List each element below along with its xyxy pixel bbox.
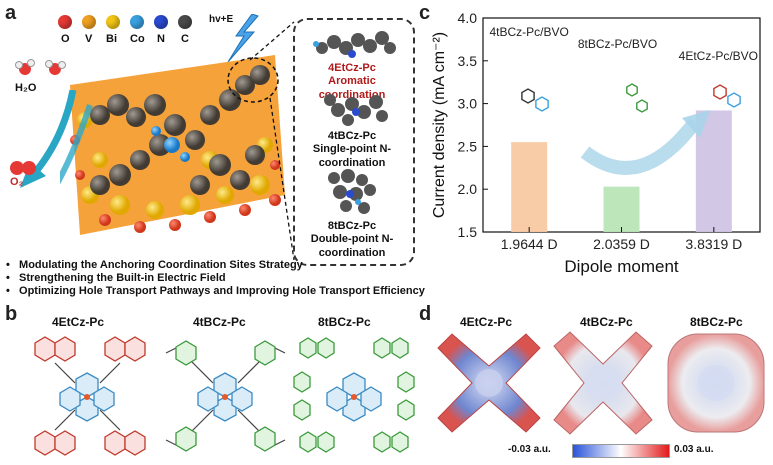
- bullet-1: • Modulating the Anchoring Coordination …: [6, 259, 303, 271]
- panel-label-b: b: [5, 303, 18, 325]
- legend-label-bi: Bi: [106, 33, 117, 45]
- molecule-4tbcz-hex: [521, 88, 535, 104]
- molecule-4etcz-hex: [727, 92, 741, 108]
- y-tick-label: 3.0: [458, 96, 478, 112]
- lightning-icon: [227, 14, 259, 62]
- o2-label: O₂: [10, 176, 24, 188]
- trend-arrow: [580, 117, 701, 175]
- y-tick-label: 1.5: [458, 224, 478, 240]
- molecule-8tbcz-3d: [328, 169, 376, 214]
- panel-b-label-4etcz: 4EtCz-Pc: [52, 315, 105, 329]
- x-tick-label: 2.0359 D: [593, 236, 650, 252]
- legend-label-v: V: [85, 33, 93, 45]
- panel-b-label-4tbcz: 4tBCz-Pc: [193, 315, 246, 329]
- x-tick-label: 1.9644 D: [501, 236, 558, 252]
- legend-label-co: Co: [130, 33, 145, 45]
- bar-1: [603, 186, 640, 232]
- bullet-text-3: Optimizing Hole Transport Pathways and I…: [19, 285, 425, 297]
- bullet-2: • Strengthening the Built-in Electric Fi…: [6, 272, 226, 284]
- legend-dot-c: [178, 15, 192, 29]
- structure-label-4etcz: 4EtCz-Pc: [328, 62, 376, 74]
- scale-max-label: 0.03 a.u.: [674, 444, 714, 455]
- esp-map-4tbcz: [553, 331, 653, 435]
- bvo-crystal-illustration: [60, 55, 285, 235]
- panel-label-c: c: [419, 2, 431, 24]
- bar-series-label: 4EtCz-Pc/BVO: [679, 49, 758, 63]
- structure-desc-8tbcz: Double-point N-coordination: [310, 233, 394, 259]
- legend-dot-o: [58, 15, 72, 29]
- bar-0: [511, 142, 548, 232]
- structure-4tbcz-pc-2d: [165, 340, 286, 452]
- bullet-text-2: Strengthening the Built-in Electric Fiel…: [19, 272, 226, 284]
- y-tick-label: 2.0: [458, 181, 478, 197]
- zoom-connector-lines: [250, 21, 295, 261]
- structure-label-8tbcz: 8tBCz-Pc: [327, 220, 377, 232]
- light-label: hv+E: [209, 14, 234, 25]
- legend-label-n: N: [157, 33, 165, 45]
- panel-b-label-8tbcz: 8tBCz-Pc: [318, 315, 371, 329]
- legend-dot-bi: [106, 15, 120, 29]
- h2o-label: H₂O: [15, 82, 37, 94]
- molecule-8tbcz-hex: [636, 99, 648, 113]
- y-tick-label: 4.0: [458, 10, 478, 26]
- esp-map-8tbcz: [667, 333, 765, 433]
- panel-d-label-4tbcz: 4tBCz-Pc: [580, 315, 633, 329]
- x-tick-label: 3.8319 D: [685, 236, 742, 252]
- curved-arrow-o2: [20, 90, 77, 188]
- panel-d-label-4etcz: 4EtCz-Pc: [460, 315, 513, 329]
- molecule-4etcz-hex: [713, 84, 727, 100]
- esp-map-4etcz: [437, 333, 541, 433]
- y-tick-label: 2.5: [458, 138, 478, 154]
- x-axis-title: Dipole moment: [564, 257, 679, 276]
- y-axis-title: Current density (mA cm⁻²): [431, 32, 448, 218]
- panel-d-label-8tbcz: 8tBCz-Pc: [690, 315, 743, 329]
- structure-8tbcz-pc-2d: [293, 337, 415, 453]
- structure-4etcz-pc-2d: [34, 336, 146, 456]
- oxygen-molecule-icon: [10, 161, 36, 175]
- molecule-4tbcz-3d: [324, 94, 388, 126]
- legend-dot-co: [130, 15, 144, 29]
- panel-label-d: d: [419, 303, 432, 325]
- molecule-4tbcz-hex: [535, 96, 549, 112]
- trend-arrowhead: [682, 110, 710, 138]
- bar-series-label: 4tBCz-Pc/BVO: [489, 25, 568, 39]
- bar-series-label: 8tBCz-Pc/BVO: [578, 37, 657, 51]
- legend-label-o: O: [61, 33, 70, 45]
- structure-label-4tbcz: 4tBCz-Pc: [327, 130, 377, 142]
- current-density-chart: 1.5 2.0 2.5 3.0 3.5 4.0 1.9644 D 2.0359 D 3.8319…: [431, 10, 761, 276]
- structures-box: [293, 18, 415, 266]
- molecule-8tbcz-hex: [626, 83, 638, 97]
- panel-label-a: a: [5, 2, 17, 24]
- molecule-4etcz-3d: [313, 31, 396, 58]
- structure-desc-4tbcz: Single-point N-coordination: [312, 143, 392, 169]
- legend-label-c: C: [181, 33, 189, 45]
- legend-dot-n: [154, 15, 168, 29]
- bullet-3: • Optimizing Hole Transport Pathways and…: [6, 285, 425, 297]
- water-molecules-icon: [15, 59, 66, 75]
- y-tick-label: 3.5: [458, 53, 478, 69]
- scale-min-label: -0.03 a.u.: [508, 444, 551, 455]
- bullet-text-1: Modulating the Anchoring Coordination Si…: [19, 259, 303, 271]
- legend-dot-v: [82, 15, 96, 29]
- esp-color-scale-bar: [572, 444, 670, 458]
